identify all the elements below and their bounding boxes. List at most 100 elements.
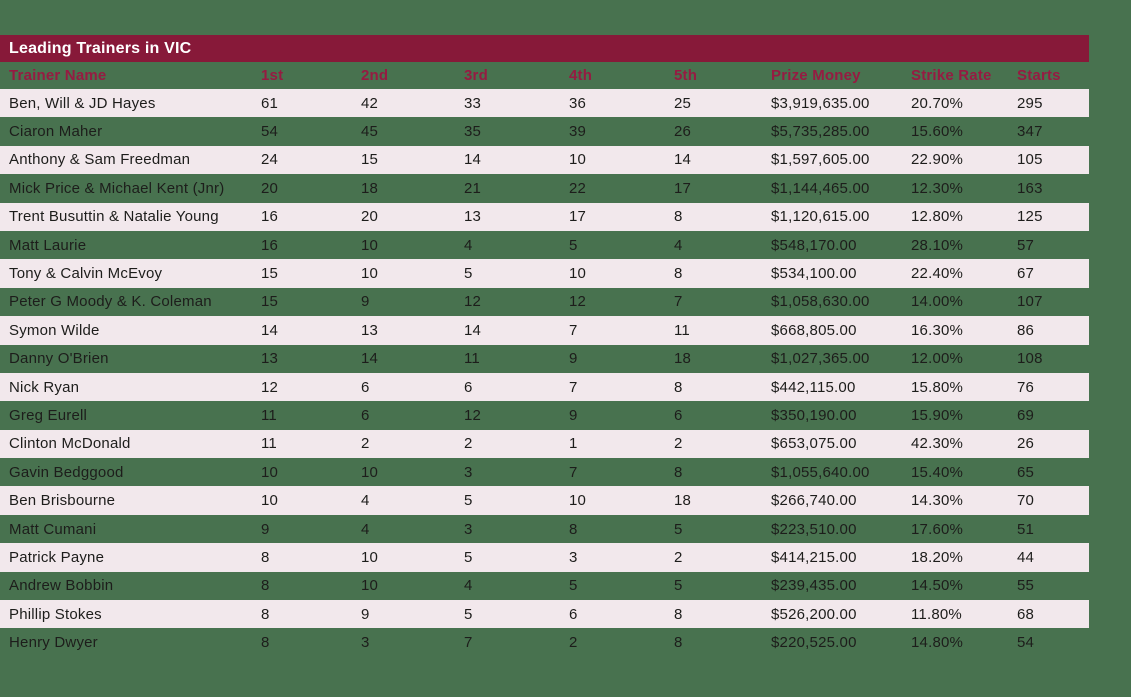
cell-2nd: 15 <box>361 151 379 169</box>
cell-4th: 22 <box>569 179 587 197</box>
cell-trainer-name: Greg Eurell <box>9 406 88 424</box>
cell-2nd: 10 <box>361 265 379 283</box>
table-row: Anthony & Sam Freedman 24 15 14 10 14 $1,597,6… <box>0 145 1089 175</box>
cell-starts: 51 <box>1017 520 1035 538</box>
cell-2nd: 6 <box>361 378 370 396</box>
cell-1st: 8 <box>261 577 270 595</box>
table-row: Ben, Will & JD Hayes 61 42 33 36 25 $3,919,635… <box>0 89 1089 118</box>
cell-5th: 8 <box>674 634 683 652</box>
cell-2nd: 10 <box>361 463 379 481</box>
cell-5th: 8 <box>674 265 683 283</box>
cell-strike-rate: 15.90% <box>911 406 964 424</box>
cell-trainer-name: Symon Wilde <box>9 321 100 339</box>
cell-starts: 163 <box>1017 179 1043 197</box>
cell-1st: 10 <box>261 492 279 510</box>
cell-prize-money: $266,740.00 <box>771 492 857 510</box>
cell-3rd: 12 <box>464 406 482 424</box>
table-title-bar: Leading Trainers in VIC <box>0 35 1089 62</box>
cell-prize-money: $220,525.00 <box>771 634 857 652</box>
cell-trainer-name: Ben Brisbourne <box>9 492 116 510</box>
cell-strike-rate: 22.90% <box>911 151 964 169</box>
cell-prize-money: $1,055,640.00 <box>771 463 870 481</box>
cell-3rd: 12 <box>464 293 482 311</box>
cell-prize-money: $1,027,365.00 <box>771 350 870 368</box>
cell-5th: 8 <box>674 208 683 226</box>
table-row: Danny O'Brien 13 14 11 9 18 $1,027,365.00 12.00… <box>0 345 1089 373</box>
cell-trainer-name: Anthony & Sam Freedman <box>9 151 191 169</box>
cell-3rd: 3 <box>464 463 473 481</box>
table-row: Nick Ryan 12 6 6 7 8 $442,115.00 15.80% 76 <box>0 372 1089 402</box>
cell-5th: 18 <box>674 350 692 368</box>
cell-4th: 7 <box>569 321 578 339</box>
cell-5th: 18 <box>674 492 692 510</box>
cell-2nd: 4 <box>361 520 370 538</box>
table-row: Henry Dwyer 8 3 7 2 8 $220,525.00 14.80% 54 <box>0 628 1089 656</box>
table-header-row: Trainer Name 1st 2nd 3rd 4th 5th Prize Money St… <box>0 62 1089 89</box>
cell-strike-rate: 14.80% <box>911 634 964 652</box>
cell-4th: 39 <box>569 123 587 141</box>
cell-4th: 10 <box>569 492 587 510</box>
cell-prize-money: $1,120,615.00 <box>771 208 870 226</box>
table-row: Andrew Bobbin 8 10 4 5 5 $239,435.00 14.50% 55 <box>0 572 1089 600</box>
cell-2nd: 42 <box>361 94 379 112</box>
table-row: Clinton McDonald 11 2 2 1 2 $653,075.00 42.30% 2… <box>0 429 1089 459</box>
cell-4th: 2 <box>569 634 578 652</box>
cell-starts: 69 <box>1017 406 1035 424</box>
cell-5th: 7 <box>674 293 683 311</box>
cell-starts: 54 <box>1017 634 1035 652</box>
cell-3rd: 5 <box>464 492 473 510</box>
cell-1st: 10 <box>261 463 279 481</box>
cell-prize-money: $1,058,630.00 <box>771 293 870 311</box>
column-header-3rd: 3rd <box>464 67 488 84</box>
cell-1st: 15 <box>261 293 279 311</box>
column-header-strike-rate: Strike Rate <box>911 67 992 84</box>
cell-5th: 2 <box>674 548 683 566</box>
cell-strike-rate: 12.00% <box>911 350 964 368</box>
cell-strike-rate: 12.30% <box>911 179 964 197</box>
cell-5th: 25 <box>674 94 692 112</box>
cell-1st: 14 <box>261 321 279 339</box>
cell-2nd: 9 <box>361 293 370 311</box>
cell-strike-rate: 42.30% <box>911 435 964 453</box>
cell-starts: 86 <box>1017 321 1035 339</box>
table-row: Trent Busuttin & Natalie Young 16 20 13 17 8 $… <box>0 202 1089 231</box>
cell-starts: 107 <box>1017 293 1043 311</box>
cell-5th: 8 <box>674 378 683 396</box>
cell-4th: 1 <box>569 435 578 453</box>
cell-4th: 12 <box>569 293 587 311</box>
cell-trainer-name: Clinton McDonald <box>9 435 131 453</box>
cell-4th: 17 <box>569 208 587 226</box>
cell-5th: 5 <box>674 520 683 538</box>
cell-strike-rate: 15.60% <box>911 123 964 141</box>
cell-prize-money: $442,115.00 <box>771 378 856 396</box>
table-row: Greg Eurell 11 6 12 9 6 $350,190.00 15.90% 69 <box>0 401 1089 429</box>
column-header-4th: 4th <box>569 67 593 84</box>
cell-starts: 295 <box>1017 94 1043 112</box>
cell-trainer-name: Tony & Calvin McEvoy <box>9 265 163 283</box>
cell-prize-money: $239,435.00 <box>771 577 857 595</box>
cell-strike-rate: 28.10% <box>911 236 964 254</box>
cell-trainer-name: Matt Laurie <box>9 236 87 254</box>
cell-4th: 8 <box>569 520 578 538</box>
cell-4th: 9 <box>569 406 578 424</box>
cell-prize-money: $653,075.00 <box>771 435 857 453</box>
column-header-5th: 5th <box>674 67 698 84</box>
cell-prize-money: $526,200.00 <box>771 605 857 623</box>
cell-1st: 61 <box>261 94 279 112</box>
cell-2nd: 2 <box>361 435 370 453</box>
cell-trainer-name: Ben, Will & JD Hayes <box>9 94 156 112</box>
cell-4th: 7 <box>569 463 578 481</box>
cell-3rd: 5 <box>464 265 473 283</box>
cell-prize-money: $350,190.00 <box>771 406 857 424</box>
cell-starts: 57 <box>1017 236 1035 254</box>
cell-5th: 5 <box>674 577 683 595</box>
cell-1st: 11 <box>261 435 277 453</box>
cell-4th: 7 <box>569 378 578 396</box>
column-header-prize-money: Prize Money <box>771 67 861 84</box>
cell-1st: 20 <box>261 179 279 197</box>
table-row: Ben Brisbourne 10 4 5 10 18 $266,740.00 14.30% 7… <box>0 486 1089 515</box>
cell-starts: 125 <box>1017 208 1043 226</box>
cell-3rd: 33 <box>464 94 482 112</box>
cell-5th: 17 <box>674 179 692 197</box>
cell-1st: 24 <box>261 151 279 169</box>
